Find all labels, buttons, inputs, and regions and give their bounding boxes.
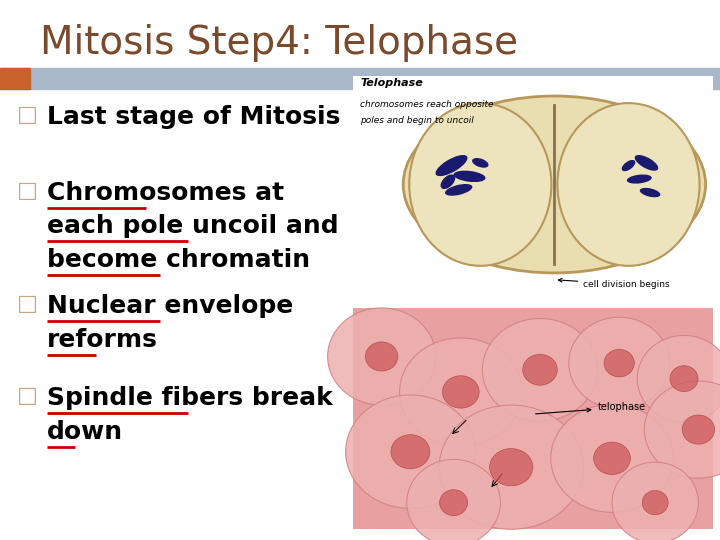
Ellipse shape [441, 174, 455, 189]
Ellipse shape [551, 404, 673, 512]
Ellipse shape [569, 317, 670, 409]
Ellipse shape [557, 103, 700, 266]
Ellipse shape [523, 354, 557, 385]
Text: down: down [47, 420, 123, 443]
Bar [0, 68, 30, 89]
Ellipse shape [439, 405, 583, 529]
Text: become chromatin: become chromatin [47, 248, 310, 272]
Ellipse shape [642, 490, 668, 515]
Text: Mitosis Step4: Telophase: Mitosis Step4: Telophase [40, 24, 518, 62]
Ellipse shape [635, 155, 658, 171]
Text: □: □ [17, 105, 38, 125]
Ellipse shape [482, 319, 598, 421]
Text: Nuclear envelope: Nuclear envelope [47, 294, 293, 318]
Ellipse shape [604, 349, 634, 377]
Ellipse shape [472, 158, 489, 168]
Ellipse shape [409, 103, 552, 266]
Text: Last stage of Mitosis: Last stage of Mitosis [47, 105, 340, 129]
Bar [353, 76, 713, 302]
Text: poles and begin to uncoil: poles and begin to uncoil [360, 116, 474, 125]
Ellipse shape [328, 308, 436, 405]
Text: reforms: reforms [47, 328, 158, 352]
Text: each pole uncoil and: each pole uncoil and [47, 214, 338, 238]
Ellipse shape [439, 490, 468, 516]
Ellipse shape [391, 435, 430, 469]
Ellipse shape [682, 415, 714, 444]
Bar [353, 308, 713, 529]
Ellipse shape [346, 395, 475, 509]
Ellipse shape [403, 96, 706, 273]
Ellipse shape [627, 174, 652, 184]
Ellipse shape [400, 338, 522, 446]
Ellipse shape [612, 462, 698, 540]
Text: telophase: telophase [536, 402, 646, 414]
Ellipse shape [593, 442, 631, 475]
Text: chromosomes reach opposite: chromosomes reach opposite [360, 100, 493, 109]
Ellipse shape [366, 342, 397, 371]
Text: cell division begins: cell division begins [559, 279, 670, 289]
Ellipse shape [640, 188, 660, 197]
Ellipse shape [670, 366, 698, 392]
Text: □: □ [17, 181, 38, 201]
Text: □: □ [17, 294, 38, 314]
Ellipse shape [442, 376, 480, 408]
Ellipse shape [637, 335, 720, 422]
Ellipse shape [445, 184, 472, 195]
Text: □: □ [17, 386, 38, 406]
Text: Chromosomes at: Chromosomes at [47, 181, 284, 205]
Bar [0, 68, 720, 89]
Text: Spindle fibers break: Spindle fibers break [47, 386, 333, 410]
Ellipse shape [644, 381, 720, 478]
Ellipse shape [490, 449, 533, 486]
Ellipse shape [436, 155, 467, 176]
Ellipse shape [621, 160, 635, 171]
Ellipse shape [454, 171, 485, 182]
Ellipse shape [407, 460, 500, 540]
Text: Telophase: Telophase [360, 78, 423, 89]
